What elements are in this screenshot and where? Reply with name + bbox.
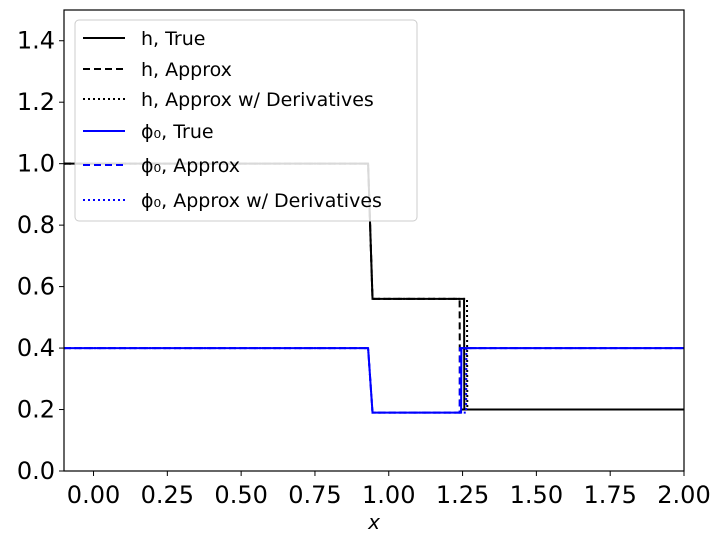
x-tick-label: 1.25 [436, 481, 489, 509]
legend-label: ϕ₀, Approx [141, 155, 240, 177]
x-tick-label: 1.50 [510, 481, 563, 509]
y-tick-label: 1.4 [17, 27, 55, 55]
x-tick-label: 0.75 [288, 481, 341, 509]
legend-label: ϕ₀, Approx w/ Derivatives [141, 190, 382, 212]
x-tick-label: 2.00 [657, 481, 710, 509]
legend: h, True h, Approx h, Approx w/ Derivatives… [74, 19, 418, 222]
y-tick-label: 0.8 [17, 211, 55, 239]
x-tick-label: 0.25 [141, 481, 194, 509]
y-tick-label: 0.2 [17, 396, 55, 424]
legend-label: h, Approx w/ Derivatives [141, 89, 374, 111]
x-tick-label: 1.75 [583, 481, 636, 509]
series-line-5 [64, 347, 684, 414]
x-tick-label: 0.50 [214, 481, 267, 509]
legend-label: ϕ₀, True [141, 121, 214, 143]
x-tick-label: 0.00 [67, 481, 120, 509]
y-tick-label: 1.0 [17, 150, 55, 178]
plot-frame [63, 9, 685, 472]
legend-label: h, Approx [141, 59, 232, 81]
y-tick-label: 1.2 [17, 88, 55, 116]
y-tick-label: 0.6 [17, 273, 55, 301]
x-tick-label: 1.00 [362, 481, 415, 509]
legend-label: h, True [141, 28, 205, 50]
y-tick-label: 0.4 [17, 334, 55, 362]
legend-box [74, 19, 418, 222]
series-line-4 [64, 347, 684, 414]
series-line-2 [64, 162, 684, 411]
series-line-3 [64, 347, 684, 414]
y-tick-label: 0.0 [17, 457, 55, 485]
x-axis-label: x [367, 510, 380, 534]
